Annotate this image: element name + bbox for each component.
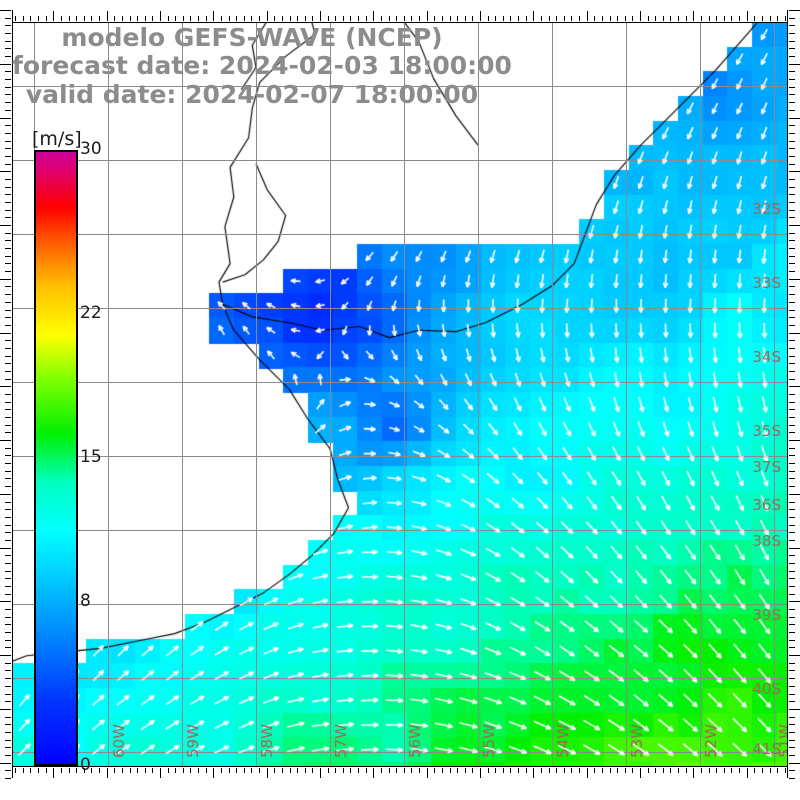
lon-label-58W: 58W bbox=[258, 724, 276, 758]
colorbar-tick-15: 15 bbox=[80, 447, 102, 467]
lat-label-32S: 32S bbox=[752, 200, 781, 218]
lat-label-33S: 33S bbox=[752, 274, 781, 292]
lon-label-55W: 55W bbox=[480, 724, 498, 758]
lon-label-60W: 60W bbox=[110, 724, 128, 758]
lon-label-54W: 54W bbox=[554, 724, 572, 758]
lon-label-59W: 59W bbox=[184, 724, 202, 758]
lat-label-35S: 35S bbox=[752, 422, 781, 440]
colorbar-tick-8: 8 bbox=[80, 590, 91, 611]
colorbar-gradient bbox=[36, 152, 76, 764]
colorbar-box bbox=[34, 150, 78, 766]
lon-label-57W: 57W bbox=[332, 724, 350, 758]
colorbar-tick-30: 30 bbox=[80, 139, 102, 159]
colorbar-tick-0: 0 bbox=[80, 755, 91, 775]
lat-label-34S: 34S bbox=[752, 348, 781, 366]
lon-label-56W: 56W bbox=[406, 724, 424, 758]
lat-label-41S: 41S bbox=[752, 740, 781, 758]
wind-direction-arrows bbox=[12, 22, 787, 766]
lon-label-51W: 51W bbox=[776, 724, 787, 758]
colorbar-tick-22: 22 bbox=[80, 303, 102, 324]
ruler-bottom bbox=[0, 766, 800, 779]
graticule-labels: 32S33S34S35S36S37S38S39S40S41S61W60W59W5… bbox=[12, 22, 787, 766]
lat-label-37S: 37S bbox=[752, 458, 781, 476]
lat-label-36S: 36S bbox=[752, 496, 781, 514]
lon-label-53W: 53W bbox=[628, 724, 646, 758]
lon-label-52W: 52W bbox=[702, 724, 720, 758]
ruler-top bbox=[0, 10, 800, 23]
map-plot-area[interactable]: 32S33S34S35S36S37S38S39S40S41S61W60W59W5… bbox=[12, 22, 787, 766]
lat-label-40S: 40S bbox=[752, 680, 781, 698]
lat-label-38S: 38S bbox=[752, 532, 781, 550]
ruler-left bbox=[0, 10, 13, 779]
colorbar-unit-label: [m/s] bbox=[32, 128, 82, 150]
lat-label-39S: 39S bbox=[752, 606, 781, 624]
ruler-right bbox=[787, 10, 800, 779]
